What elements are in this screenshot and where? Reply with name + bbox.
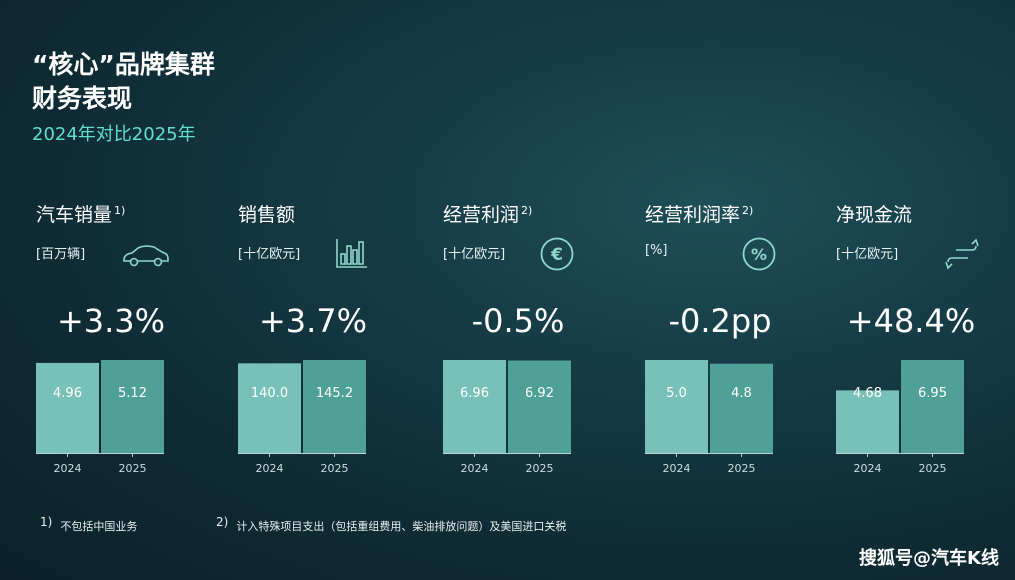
- bar-2024: [443, 360, 506, 453]
- bar-2024: [645, 360, 708, 453]
- metric-title: 汽车销量 1): [36, 203, 126, 226]
- page-subtitle: 2024年对比2025年: [32, 124, 196, 145]
- metric-title: 经营利润率 2): [645, 203, 754, 226]
- change-value: +3.7%: [258, 302, 368, 340]
- bar-2025: [710, 363, 773, 453]
- change-value: +3.3%: [56, 302, 166, 340]
- footnote-ref: 2): [521, 203, 533, 217]
- metric-unit: [%]: [645, 243, 668, 258]
- svg-text:€: €: [550, 245, 563, 265]
- bar-2025: [901, 360, 964, 453]
- data-label-2024: 4.68: [853, 386, 882, 401]
- data-label-2025: 145.2: [316, 386, 353, 401]
- bar-2025: [508, 360, 571, 453]
- cash-flow-icon: [945, 238, 979, 270]
- metric-card-sales-volume: 汽车销量 1) [百万辆] +3.3% 4.96 2024 5.12 2025: [36, 200, 206, 480]
- change-value: -0.2pp: [668, 302, 772, 340]
- data-label-2025: 5.12: [118, 386, 147, 401]
- percent-icon: %: [742, 237, 776, 271]
- bar-chart-operating-profit: 6.96 2024 6.92 2025: [443, 360, 571, 475]
- bar-chart-revenue: 140.0 2024 145.2 2025: [238, 360, 366, 475]
- footnote-2: 2) 计入特殊项目支出（包括重组费用、柴油排放问题）及美国进口关税: [216, 515, 567, 534]
- metric-title: 经营利润 2): [443, 203, 533, 226]
- metric-unit: [十亿欧元]: [238, 247, 301, 262]
- footnote-text: 计入特殊项目支出（包括重组费用、柴油排放问题）及美国进口关税: [236, 520, 567, 533]
- x-tick-label-2024: 2024: [54, 462, 82, 475]
- footnote-mark: 1): [40, 515, 53, 529]
- car-icon: [123, 245, 169, 267]
- euro-icon: €: [540, 237, 574, 271]
- data-label-2024: 4.96: [53, 386, 82, 401]
- x-tick-label-2025: 2025: [119, 462, 147, 475]
- page-title: “核心”品牌集群 财务表现: [32, 48, 215, 116]
- metric-card-operating-profit: 经营利润 2) [十亿欧元] € -0.5% 6.96 2024 6.92 2025: [443, 200, 613, 480]
- bar-chart-operating-margin: 5.0 2024 4.8 2025: [645, 360, 773, 475]
- bar-chart-icon: [336, 239, 367, 268]
- metric-card-revenue: 销售额 [十亿欧元] +3.7% 140.0 2024 145.2 2025: [238, 200, 408, 480]
- footnote-ref: 1): [114, 203, 126, 217]
- data-label-2024: 5.0: [666, 386, 687, 401]
- data-label-2025: 6.92: [525, 386, 554, 401]
- x-tick-label-2025: 2025: [728, 462, 756, 475]
- bar-chart-sales-volume: 4.96 2024 5.12 2025: [36, 360, 164, 475]
- metric-title: 销售额: [238, 204, 296, 226]
- metric-card-operating-margin: 经营利润率 2) [%] % -0.2pp 5.0 2024 4.8 2025: [645, 200, 815, 480]
- x-tick-label-2024: 2024: [461, 462, 489, 475]
- bar-2024: [36, 362, 99, 453]
- metric-unit: [十亿欧元]: [836, 247, 899, 262]
- footnote-ref: 2): [742, 203, 754, 217]
- change-value: -0.5%: [471, 302, 565, 340]
- footnote-text: 不包括中国业务: [60, 520, 138, 533]
- metric-title: 净现金流: [836, 204, 913, 226]
- title-line-1: “核心”品牌集群: [32, 50, 215, 79]
- x-tick-label-2025: 2025: [526, 462, 554, 475]
- change-value: +48.4%: [846, 302, 976, 340]
- metric-unit: [百万辆]: [36, 247, 86, 262]
- data-label-2024: 140.0: [251, 386, 288, 401]
- bar-2025: [303, 360, 366, 453]
- x-tick-label-2024: 2024: [256, 462, 284, 475]
- watermark: 搜狐号@汽车K线: [859, 548, 999, 569]
- data-label-2025: 4.8: [731, 386, 752, 401]
- bar-chart-net-cash-flow: 4.68 2024 6.95 2025: [836, 360, 964, 475]
- x-tick-label-2024: 2024: [663, 462, 691, 475]
- x-tick-label-2025: 2025: [321, 462, 349, 475]
- data-label-2025: 6.95: [918, 386, 947, 401]
- metric-card-net-cash-flow: 净现金流 [十亿欧元] +48.4% 4.68 2024 6.95 2025: [836, 200, 1006, 480]
- data-label-2024: 6.96: [460, 386, 489, 401]
- bar-2024: [238, 363, 301, 453]
- footnote-mark: 2): [216, 515, 229, 529]
- footnote-1: 1) 不包括中国业务: [40, 515, 138, 534]
- bar-2025: [101, 360, 164, 453]
- x-tick-label-2025: 2025: [919, 462, 947, 475]
- metric-unit: [十亿欧元]: [443, 247, 506, 262]
- svg-text:%: %: [751, 245, 767, 264]
- bar-2024: [836, 390, 899, 453]
- x-tick-label-2024: 2024: [854, 462, 882, 475]
- title-line-2: 财务表现: [32, 84, 133, 113]
